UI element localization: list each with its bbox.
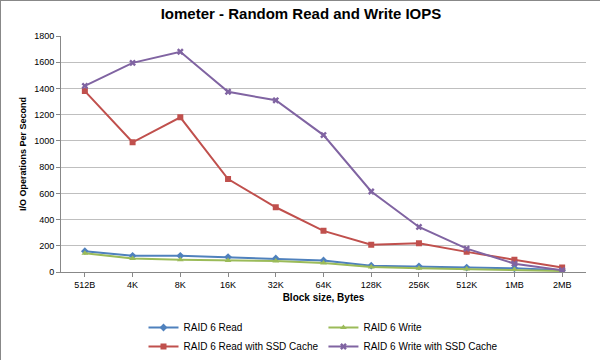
svg-text:1400: 1400	[34, 84, 54, 94]
svg-text:I/O Operations Per Second: I/O Operations Per Second	[18, 97, 28, 211]
svg-text:128K: 128K	[361, 280, 382, 290]
svg-text:16K: 16K	[220, 280, 236, 290]
svg-text:2MB: 2MB	[553, 280, 572, 290]
svg-text:RAID 6 Write: RAID 6 Write	[363, 322, 422, 333]
svg-text:1800: 1800	[34, 31, 54, 41]
svg-text:400: 400	[39, 215, 54, 225]
svg-text:600: 600	[39, 189, 54, 199]
svg-text:1MB: 1MB	[505, 280, 524, 290]
svg-text:RAID 6 Read: RAID 6 Read	[184, 322, 243, 333]
svg-text:512K: 512K	[456, 280, 477, 290]
svg-text:800: 800	[39, 162, 54, 172]
svg-text:0: 0	[49, 267, 54, 277]
svg-text:Block size, Bytes: Block size, Bytes	[283, 292, 365, 303]
svg-text:1000: 1000	[34, 136, 54, 146]
svg-text:8K: 8K	[175, 280, 186, 290]
svg-text:RAID 6 Read with SSD Cache: RAID 6 Read with SSD Cache	[184, 341, 319, 352]
svg-text:512B: 512B	[74, 280, 95, 290]
svg-text:RAID 6 Write with SSD Cache: RAID 6 Write with SSD Cache	[363, 341, 497, 352]
svg-text:1200: 1200	[34, 110, 54, 120]
svg-text:Iometer - Random Read and Writ: Iometer - Random Read and Write IOPS	[161, 5, 442, 22]
svg-text:32K: 32K	[268, 280, 284, 290]
svg-text:256K: 256K	[408, 280, 429, 290]
svg-text:64K: 64K	[315, 280, 331, 290]
svg-text:1600: 1600	[34, 57, 54, 67]
svg-text:4K: 4K	[127, 280, 138, 290]
svg-text:200: 200	[39, 241, 54, 251]
